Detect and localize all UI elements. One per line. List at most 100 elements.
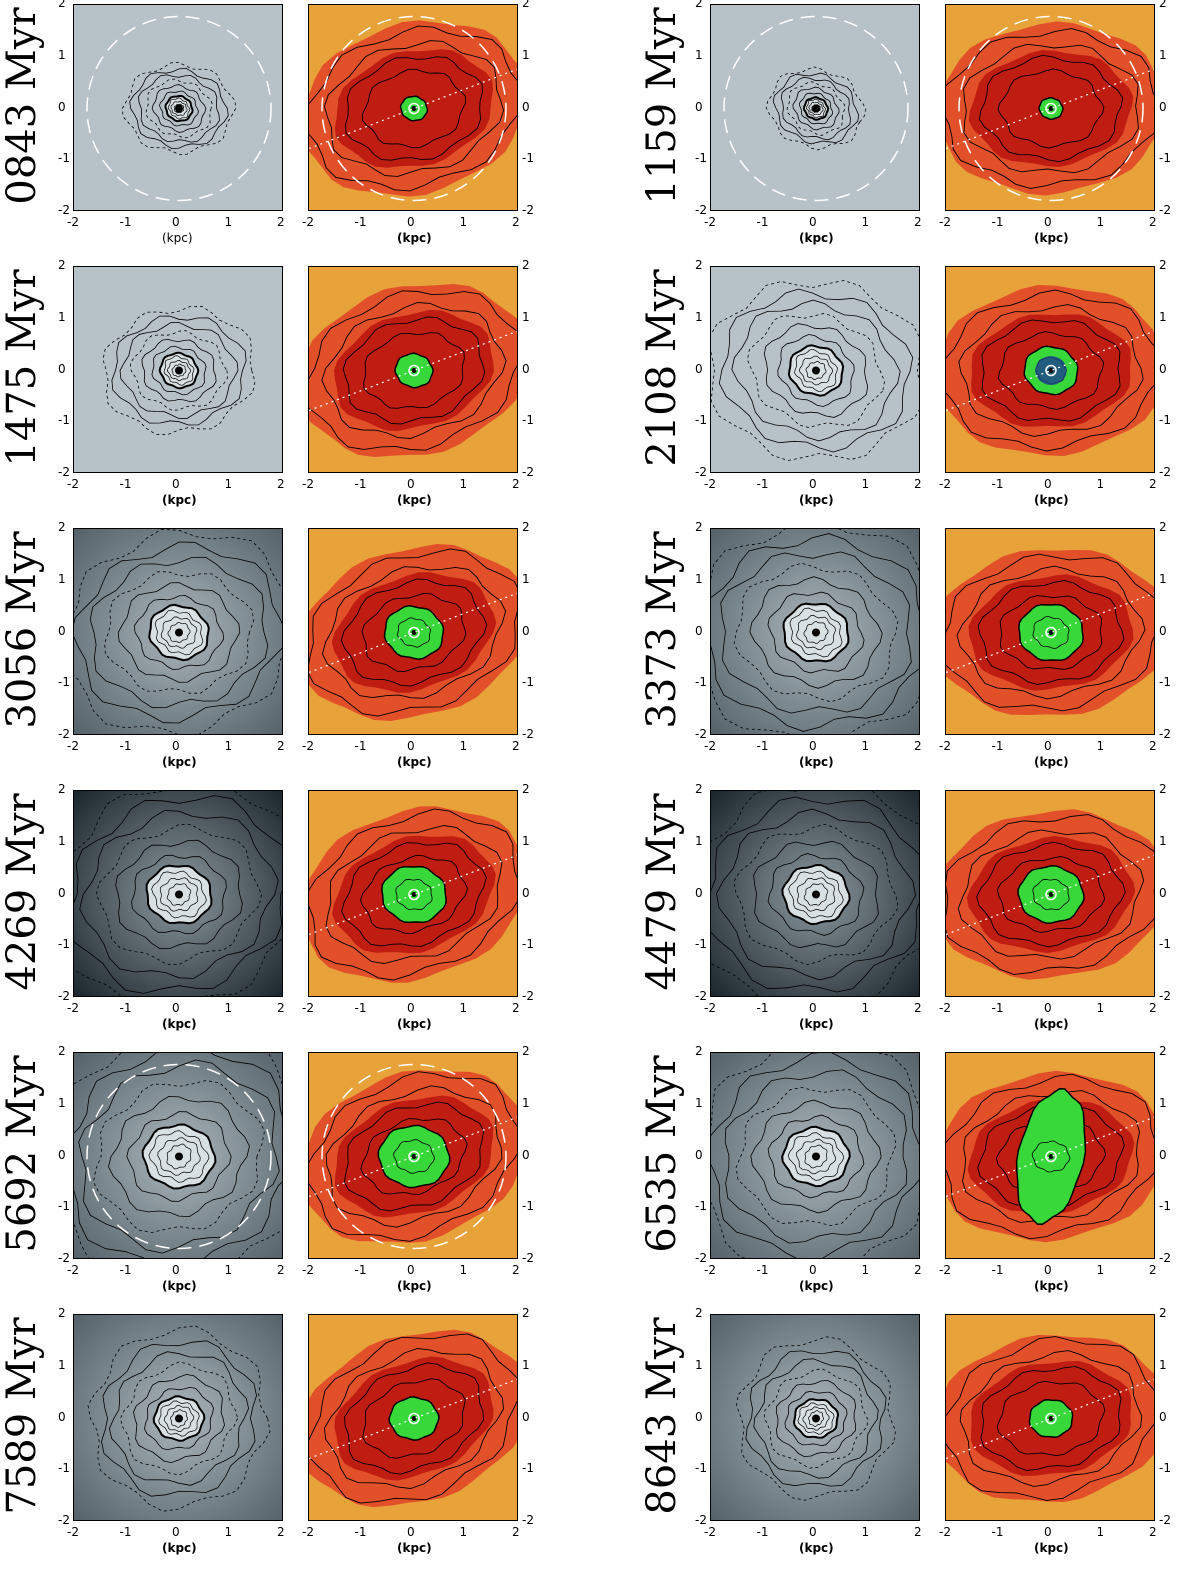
x-axis-title: (kpc) bbox=[1034, 1279, 1069, 1293]
y-tick-label: 0 bbox=[1159, 99, 1167, 114]
y-tick-label: -1 bbox=[58, 937, 70, 952]
y-tick-label: 2 bbox=[58, 258, 66, 272]
stellar-density-panel-8643 bbox=[945, 1314, 1155, 1521]
gas-contour bbox=[735, 1086, 897, 1227]
gas-density-panel-8643 bbox=[710, 1314, 920, 1521]
x-tick-label: -1 bbox=[756, 477, 769, 491]
gas-core-contour bbox=[148, 1130, 210, 1183]
gas-core-contour bbox=[170, 101, 188, 116]
y-tick-label: 1 bbox=[1159, 309, 1167, 324]
gas-core-contour bbox=[796, 1138, 836, 1175]
stellar-contour bbox=[361, 592, 467, 673]
stellar-density-panel-3056 bbox=[308, 528, 518, 735]
dotted-guide-line bbox=[946, 68, 1154, 150]
y-tick-label: 1 bbox=[1159, 833, 1167, 848]
y-tick-label: 1 bbox=[522, 47, 530, 62]
x-tick-label: 1 bbox=[224, 1263, 233, 1277]
gas-contour bbox=[753, 1358, 879, 1479]
stellar-center bbox=[1048, 368, 1054, 373]
y-tick-label: 0 bbox=[58, 1147, 66, 1162]
gas-core-contour bbox=[163, 355, 195, 386]
x-tick-label: -2 bbox=[704, 477, 716, 491]
stellar-contour bbox=[996, 856, 1106, 933]
stellar-contour bbox=[344, 1362, 484, 1475]
x-tick-label: -2 bbox=[704, 1263, 716, 1277]
stellar-center bbox=[1048, 1416, 1054, 1421]
x-tick-label: 1 bbox=[459, 215, 468, 229]
stellar-contour bbox=[363, 332, 465, 409]
gas-contour bbox=[141, 338, 217, 403]
x-tick-label: 1 bbox=[861, 1001, 870, 1015]
gas-core-contour bbox=[158, 1400, 200, 1437]
x-tick-label: 0 bbox=[172, 739, 180, 753]
stellar-center-ring bbox=[1045, 102, 1057, 115]
x-tick-label: -2 bbox=[939, 1001, 951, 1015]
x-tick-label: 2 bbox=[1149, 1001, 1157, 1015]
gas-contour bbox=[745, 1350, 887, 1487]
gas-core-contour bbox=[154, 609, 204, 656]
gas-contour bbox=[720, 551, 912, 714]
y-tick-label: -1 bbox=[522, 1461, 534, 1476]
x-tick-label: 2 bbox=[512, 1525, 520, 1539]
dotted-guide-line bbox=[946, 330, 1154, 412]
gas-contour bbox=[711, 533, 919, 732]
x-tick-label: 2 bbox=[512, 477, 520, 491]
x-tick-label: 0 bbox=[809, 1263, 817, 1277]
y-tick-label: -2 bbox=[1159, 1251, 1171, 1265]
gas-contour bbox=[711, 791, 919, 996]
x-tick-label: -1 bbox=[354, 1263, 367, 1277]
y-tick-label: 0 bbox=[1159, 623, 1167, 638]
x-tick-label: 1 bbox=[224, 739, 233, 753]
gas-contour bbox=[95, 823, 263, 966]
x-tick-label: 1 bbox=[1096, 477, 1105, 491]
gas-center bbox=[812, 890, 820, 899]
dotted-guide-line bbox=[309, 1116, 517, 1198]
dotted-guide-line bbox=[309, 68, 517, 150]
x-axis-title: (kpc) bbox=[162, 493, 197, 507]
gas-center bbox=[812, 104, 820, 113]
stellar-contour bbox=[309, 25, 517, 192]
y-tick-label: -1 bbox=[695, 1461, 707, 1476]
y-tick-label: 1 bbox=[522, 1357, 530, 1372]
x-tick-label: 1 bbox=[1096, 215, 1105, 229]
x-tick-label: -1 bbox=[354, 1525, 367, 1539]
stellar-contour bbox=[362, 1378, 466, 1459]
y-tick-label: 2 bbox=[695, 0, 703, 10]
x-tick-label: 0 bbox=[809, 739, 817, 753]
gas-contour bbox=[777, 334, 855, 407]
dashed-radius-circle bbox=[321, 15, 507, 202]
y-tick-label: 2 bbox=[522, 520, 530, 534]
y-tick-label: 2 bbox=[522, 0, 530, 10]
y-tick-label: -1 bbox=[522, 675, 534, 690]
x-tick-label: 2 bbox=[914, 1525, 922, 1539]
gas-contour bbox=[108, 1351, 250, 1486]
x-tick-label: -1 bbox=[119, 1525, 132, 1539]
gas-contour bbox=[119, 1361, 239, 1476]
x-tick-label: 0 bbox=[172, 477, 180, 491]
gas-contour bbox=[74, 1053, 282, 1258]
stellar-contour bbox=[978, 54, 1124, 163]
y-tick-label: -2 bbox=[695, 1513, 707, 1527]
gas-contour bbox=[749, 576, 883, 689]
gas-core-contour bbox=[151, 870, 207, 919]
stellar-contour bbox=[340, 578, 488, 687]
gas-core-contour bbox=[804, 1144, 828, 1169]
gas-density-panel-3373 bbox=[710, 528, 920, 735]
stellar-contour bbox=[997, 68, 1105, 149]
gas-contour bbox=[718, 288, 914, 453]
y-tick-label: 2 bbox=[1159, 782, 1167, 796]
y-tick-label: 0 bbox=[695, 99, 703, 114]
stellar-center bbox=[1048, 892, 1054, 897]
y-tick-label: -2 bbox=[58, 989, 70, 1003]
stellar-contour bbox=[309, 1333, 517, 1504]
gas-contour bbox=[711, 1053, 919, 1258]
y-tick-label: -1 bbox=[58, 1461, 70, 1476]
gas-contour bbox=[765, 66, 867, 151]
x-axis-title: (kpc) bbox=[799, 755, 834, 769]
time-label-2108: 2108 Myr bbox=[639, 269, 685, 467]
y-tick-label: 1 bbox=[58, 571, 66, 586]
y-tick-label: 2 bbox=[695, 1044, 703, 1058]
time-label-1475: 1475 Myr bbox=[0, 269, 45, 467]
x-tick-label: 1 bbox=[224, 477, 233, 491]
gas-core-contour bbox=[170, 1409, 188, 1428]
